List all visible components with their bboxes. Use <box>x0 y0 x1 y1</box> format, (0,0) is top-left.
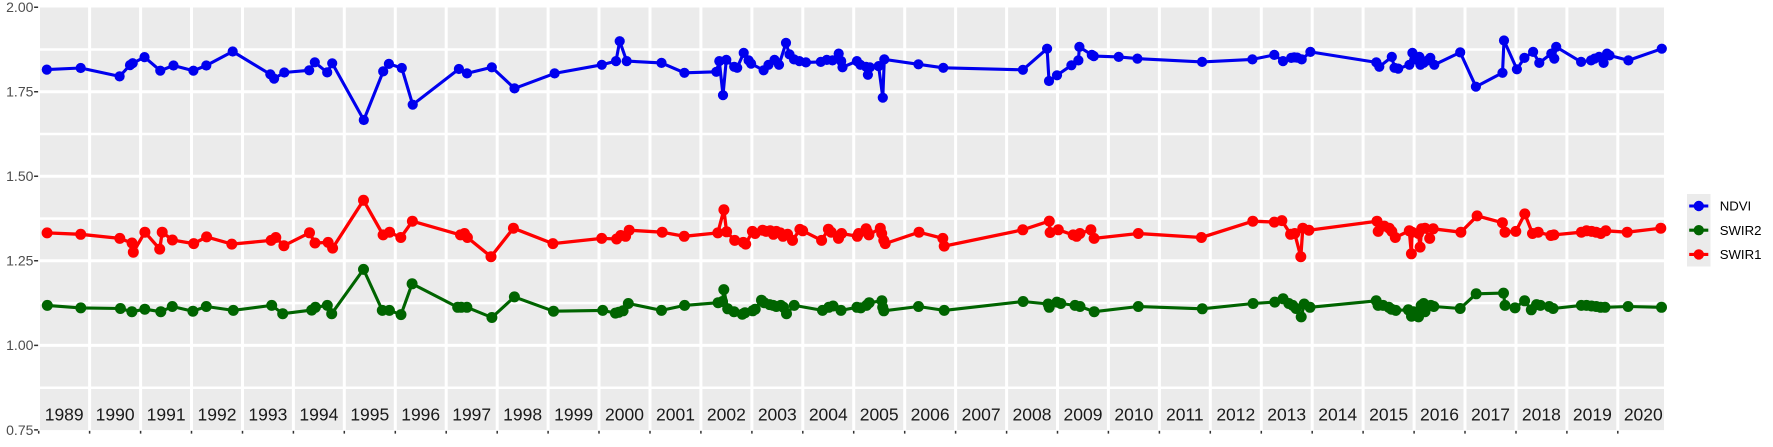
svg-text:1996: 1996 <box>401 405 440 425</box>
svg-text:SWIR1: SWIR1 <box>1720 247 1762 262</box>
svg-text:1994: 1994 <box>299 405 338 425</box>
svg-text:2011: 2011 <box>1166 405 1204 425</box>
svg-text:2002: 2002 <box>707 405 746 425</box>
svg-text:1.00: 1.00 <box>6 337 33 353</box>
svg-text:SWIR2: SWIR2 <box>1720 223 1762 238</box>
svg-text:2005: 2005 <box>860 405 899 425</box>
svg-text:2001: 2001 <box>656 405 695 425</box>
svg-text:1989: 1989 <box>45 405 84 425</box>
svg-text:2015: 2015 <box>1369 405 1408 425</box>
svg-text:2017: 2017 <box>1471 405 1510 425</box>
svg-text:2.00: 2.00 <box>6 0 33 15</box>
svg-text:1999: 1999 <box>554 405 593 425</box>
svg-text:2009: 2009 <box>1064 405 1103 425</box>
svg-text:1995: 1995 <box>350 405 389 425</box>
svg-text:1.50: 1.50 <box>6 168 33 184</box>
svg-text:2020: 2020 <box>1624 405 1663 425</box>
svg-text:1.25: 1.25 <box>6 253 33 269</box>
svg-text:2000: 2000 <box>605 405 644 425</box>
svg-text:2010: 2010 <box>1114 405 1153 425</box>
svg-text:2003: 2003 <box>758 405 797 425</box>
svg-text:2018: 2018 <box>1522 405 1561 425</box>
svg-text:1990: 1990 <box>96 405 135 425</box>
svg-text:2019: 2019 <box>1573 405 1612 425</box>
svg-text:2012: 2012 <box>1216 405 1255 425</box>
svg-text:1993: 1993 <box>248 405 287 425</box>
svg-text:NDVI: NDVI <box>1720 199 1752 214</box>
svg-text:2016: 2016 <box>1420 405 1459 425</box>
svg-text:2007: 2007 <box>962 405 1001 425</box>
svg-text:2014: 2014 <box>1318 405 1357 425</box>
svg-text:2013: 2013 <box>1267 405 1306 425</box>
svg-text:2004: 2004 <box>809 405 848 425</box>
svg-text:2006: 2006 <box>911 405 950 425</box>
svg-text:1998: 1998 <box>503 405 542 425</box>
svg-text:1997: 1997 <box>452 405 491 425</box>
svg-text:1.75: 1.75 <box>6 84 33 100</box>
svg-text:0.75: 0.75 <box>6 422 33 438</box>
svg-text:2008: 2008 <box>1013 405 1052 425</box>
svg-text:1992: 1992 <box>198 405 237 425</box>
svg-text:1991: 1991 <box>147 405 186 425</box>
